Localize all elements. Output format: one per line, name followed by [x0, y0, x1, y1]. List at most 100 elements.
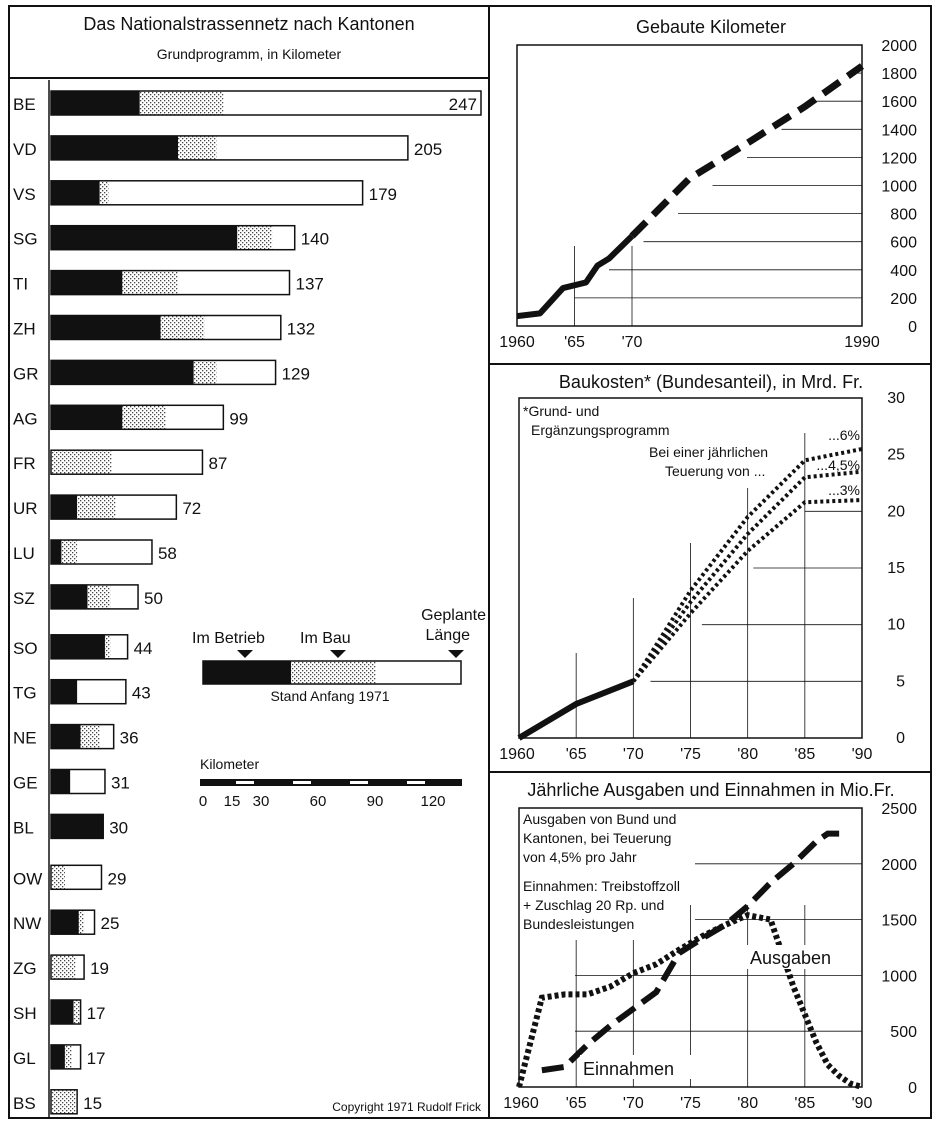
bar-outline — [50, 404, 225, 431]
bar-value-label: 36 — [120, 729, 139, 748]
y-tick-label: 2000 — [881, 857, 917, 874]
einnahmen-line — [541, 830, 840, 1074]
y-tick-label: 400 — [890, 263, 917, 280]
bar-in-operation — [51, 495, 78, 520]
km-scale-tick: 30 — [253, 793, 270, 810]
bar-value-label: 50 — [144, 589, 163, 608]
bar-in-operation — [51, 1044, 65, 1069]
cost-chart-notes: *Grund- und Ergänzungsprogramm Bei einer… — [523, 403, 768, 479]
km-forecast-line — [629, 63, 865, 239]
bar-outline — [50, 634, 129, 660]
cost-series-label: ...3% — [828, 482, 860, 498]
bar-category-label: GR — [13, 364, 39, 383]
x-tick-label: '70 — [623, 1095, 644, 1112]
legend-arrow-construction — [330, 650, 346, 658]
bar-outline — [50, 224, 296, 251]
y-tick-label: 500 — [890, 1024, 917, 1041]
x-tick-label: '75 — [680, 1095, 701, 1112]
legend-in-operation-label: Im Betrieb — [192, 630, 265, 647]
y-tick-label: 5 — [896, 673, 905, 690]
x-tick-label: 1960 — [499, 334, 535, 351]
cost-note-4: Teuerung von ... — [665, 463, 765, 479]
cost-chart: 0 5 10 15 20 25 30 1960 '65 '70 '75 '80 '85 '90 ...6%.… — [499, 390, 905, 763]
bar-under-construction — [73, 1000, 81, 1024]
km-built-line — [516, 233, 635, 320]
bar-category-label: TI — [13, 275, 28, 294]
bar-in-operation — [51, 634, 105, 659]
bar-value-label: 129 — [282, 364, 310, 383]
bar-under-construction — [51, 450, 112, 475]
bar-under-construction — [80, 724, 100, 749]
bar-outline — [50, 768, 106, 795]
bar-in-operation — [51, 405, 123, 430]
x-tick-label: '65 — [566, 746, 587, 763]
km-scale-gap — [350, 781, 368, 784]
revenue-note-3: von 4,5% pro Jahr — [523, 849, 637, 865]
cost-series-label: ...4,5% — [816, 457, 860, 473]
bar-chart: BE 247 VD 205 VS 179 SG 140 TI 137 ZH 132 GR 129 AG 99 F… — [13, 80, 482, 1118]
legend-swatch-operation — [203, 661, 291, 684]
bar-value-label: 15 — [83, 1094, 102, 1113]
legend-status-text: Stand Anfang 1971 — [270, 688, 389, 704]
bar-category-label: SZ — [13, 589, 35, 608]
bar-value-label: 132 — [287, 320, 315, 339]
bar-outline — [50, 449, 204, 475]
bar-category-label: GE — [13, 774, 38, 793]
x-tick-label: '80 — [737, 746, 758, 763]
x-tick-label: '85 — [794, 1095, 815, 1112]
bar-in-operation — [51, 724, 81, 749]
bar-outline — [50, 90, 482, 116]
bar-in-operation — [51, 91, 140, 115]
bar-value-label: 205 — [414, 140, 442, 159]
bar-under-construction — [122, 405, 166, 430]
legend-swatch-outline — [202, 660, 462, 685]
x-tick-label: '65 — [564, 334, 585, 351]
x-tick-label: 1960 — [499, 746, 535, 763]
km-scale-bar — [200, 779, 462, 786]
y-tick-label: 1000 — [881, 968, 917, 985]
bar-in-operation — [51, 584, 88, 609]
bar-chart-subtitle: Grundprogramm, in Kilometer — [157, 46, 342, 62]
bar-category-label: ZG — [13, 959, 37, 978]
x-tick-label: '80 — [737, 1095, 758, 1112]
bar-legend: Im Betrieb Im Bau Geplante Länge Stand A… — [192, 607, 486, 704]
bar-under-construction — [61, 540, 78, 564]
bar-value-label: 43 — [132, 684, 151, 703]
km-scale-gap — [293, 781, 311, 784]
bar-value-label: 99 — [229, 409, 248, 428]
bar-outline — [50, 494, 178, 520]
cost-series-label: ...6% — [828, 427, 860, 443]
outer-frame — [8, 5, 932, 1119]
km-chart-title: Gebaute Kilometer — [636, 17, 786, 37]
km-scale-tick: 120 — [420, 793, 445, 810]
cost-projection-line — [631, 469, 863, 683]
bar-outline — [50, 1044, 82, 1070]
bar-value-label: 19 — [90, 959, 109, 978]
revenue-note-5: + Zuschlag 20 Rp. und — [523, 897, 664, 913]
bar-value-label: 31 — [111, 774, 130, 793]
bar-value-label: 137 — [296, 275, 324, 294]
einnahmen-label-bg — [580, 1055, 692, 1079]
ausgaben-line — [516, 912, 863, 1090]
cost-projection-line — [631, 447, 863, 683]
bar-outline — [50, 813, 104, 840]
legend-planned-label-2: Länge — [426, 627, 471, 644]
bar-in-operation — [51, 910, 79, 935]
y-tick-label: 25 — [887, 447, 905, 464]
bar-category-label: VS — [13, 185, 36, 204]
bar-under-construction — [51, 865, 65, 890]
y-tick-label: 1200 — [881, 150, 917, 167]
bar-category-label: ZH — [13, 320, 36, 339]
bar-in-operation — [51, 814, 104, 839]
bar-in-operation — [51, 315, 161, 340]
y-tick-label: 0 — [908, 319, 917, 336]
legend-arrow-planned — [448, 650, 464, 658]
x-tick-label: 1960 — [503, 1095, 539, 1112]
y-tick-label: 1800 — [881, 66, 917, 83]
cost-actual-line — [517, 678, 635, 741]
bar-category-label: UR — [13, 499, 38, 518]
y-tick-label: 15 — [887, 560, 905, 577]
legend-planned-label-1: Geplante — [421, 607, 486, 624]
bar-outline — [50, 999, 82, 1025]
bar-under-construction — [193, 360, 217, 385]
